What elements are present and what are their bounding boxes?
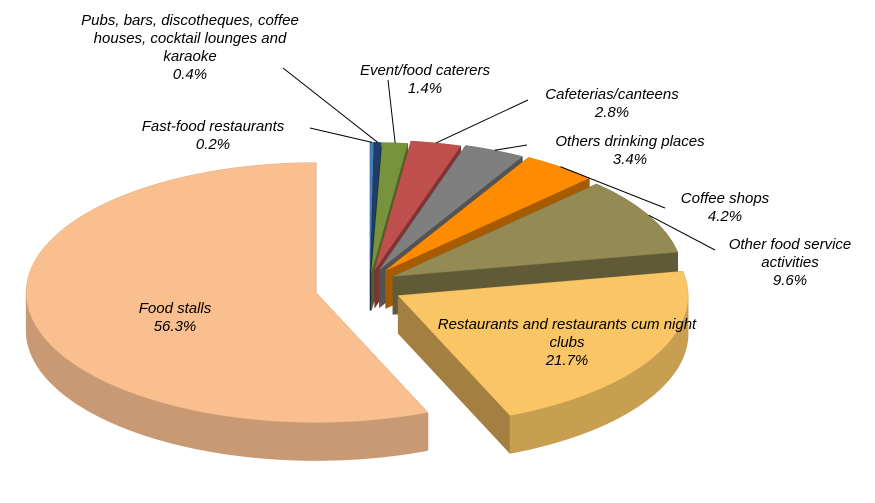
leader-line — [282, 67, 379, 143]
slice-value: 56.3% — [153, 318, 197, 335]
slice-value: 4.2% — [707, 208, 743, 225]
slice-name: Event/food caterers — [359, 62, 491, 79]
slice-top — [25, 162, 429, 423]
slice-label: Coffee shops 4.2% — [660, 190, 790, 226]
slice-value: 0.2% — [195, 136, 231, 153]
slice-value: 0.4% — [172, 66, 208, 83]
slice-label: Event/food caterers 1.4% — [335, 62, 515, 98]
slice-top — [392, 183, 679, 277]
slice-name: Food stalls — [138, 300, 212, 317]
slice-top — [374, 140, 462, 271]
pie-slice — [25, 162, 429, 461]
pie-slice — [392, 183, 679, 315]
slice-name: Other food service activities — [728, 236, 852, 271]
slice-value: 21.7% — [545, 352, 589, 369]
leader-line — [648, 214, 716, 251]
slice-name: Fast-food restaurants — [141, 118, 285, 135]
slice-label: Cafeterias/canteens 2.8% — [517, 86, 707, 122]
slice-top — [379, 145, 523, 270]
slice-top — [397, 270, 689, 416]
slice-name: Cafeterias/canteens — [545, 86, 679, 103]
slice-name: Restaurants and restaurants cum night cl… — [437, 316, 697, 351]
slice-label: Restaurants and restaurants cum night cl… — [437, 316, 697, 370]
slice-value: 1.4% — [407, 80, 443, 97]
leader-line — [387, 79, 396, 143]
slice-value: 3.4% — [612, 151, 648, 168]
slice-label: Other food service activities 9.6% — [705, 236, 875, 290]
leader-line — [435, 99, 529, 144]
slice-value: 2.8% — [594, 104, 630, 121]
leader-line — [494, 144, 528, 151]
leader-line — [560, 166, 666, 209]
slice-value: 9.6% — [772, 272, 808, 289]
leader-line — [309, 127, 373, 143]
slice-label: Fast-food restaurants 0.2% — [108, 118, 318, 154]
slice-name: Coffee shops — [680, 190, 770, 207]
slice-label: Pubs, bars, discotheques, coffee houses,… — [70, 12, 310, 84]
pie-slice — [397, 270, 689, 455]
slice-name: Others drinking places — [555, 133, 705, 150]
slice-name: Pubs, bars, discotheques, coffee houses,… — [81, 12, 299, 65]
slice-label: Others drinking places 3.4% — [525, 133, 735, 169]
slice-label: Food stalls 56.3% — [100, 300, 250, 336]
